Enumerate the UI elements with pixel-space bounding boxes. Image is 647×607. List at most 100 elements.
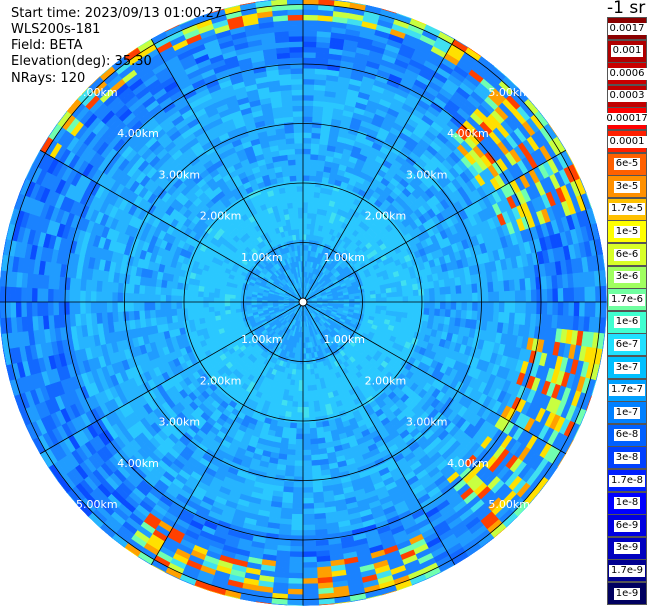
backscatter-field (0, 0, 607, 606)
polar-cell (295, 433, 304, 440)
polar-cell (302, 0, 320, 5)
polar-cell (391, 296, 398, 303)
polar-cell (302, 396, 309, 403)
polar-cell (302, 551, 317, 558)
polar-cell (302, 476, 313, 483)
polar-cell (307, 401, 315, 408)
polar-cell (310, 454, 320, 461)
polar-cell (349, 299, 356, 303)
polar-cell (562, 301, 570, 317)
polar-cell (302, 25, 318, 32)
polar-cell (302, 100, 314, 107)
polar-cell (487, 281, 495, 293)
polar-cell (302, 116, 313, 123)
polar-cell (296, 412, 304, 419)
polar-cell (589, 301, 596, 318)
polar-cell (291, 406, 298, 413)
polar-cell (584, 301, 591, 318)
polar-cell (450, 309, 457, 319)
polar-cell (297, 401, 304, 408)
polar-cell (289, 545, 304, 553)
polar-cell (302, 406, 310, 413)
polar-cell (412, 289, 420, 297)
polar-cell (297, 396, 304, 403)
polar-cell (412, 307, 420, 315)
polar-cell (308, 411, 316, 419)
polar-cell (295, 439, 304, 446)
polar-cell (293, 465, 304, 472)
polar-cell (514, 301, 522, 314)
polar-cell (306, 379, 313, 387)
polar-cell (213, 310, 221, 317)
polar-cell (299, 364, 304, 371)
polar-cell (282, 486, 294, 494)
polar-cell (386, 306, 393, 312)
polar-cell (460, 310, 468, 320)
polar-cell (302, 41, 317, 48)
polar-cell (302, 449, 312, 456)
polar-cell (302, 364, 307, 371)
polar-cell (311, 459, 321, 467)
polar-cell (307, 207, 314, 214)
polar-cell (302, 588, 319, 595)
polar-cell (482, 292, 489, 303)
polar-cell (391, 291, 398, 298)
polar-cell (471, 310, 478, 321)
polar-cell (476, 310, 484, 322)
polar-cell (311, 121, 323, 129)
polar-cell (290, 529, 304, 537)
polar-cell (309, 159, 319, 166)
polar-cell (309, 438, 319, 445)
polar-cell (283, 475, 295, 483)
polar-cell (460, 284, 468, 294)
polar-cell (407, 307, 414, 314)
polar-cell (302, 46, 317, 53)
polar-cell (488, 301, 495, 313)
polar-cell (307, 385, 313, 392)
polar-cell (381, 297, 388, 303)
polar-cell (530, 301, 538, 315)
polar-cell (295, 428, 304, 435)
polar-cell (286, 599, 304, 606)
polar-cell (297, 390, 304, 397)
polar-cell (520, 301, 527, 314)
polar-cell (402, 290, 409, 298)
polar-cell (428, 308, 436, 317)
polar-cell (385, 287, 393, 294)
polar-cell (380, 288, 387, 295)
polar-cell (302, 519, 315, 526)
polar-cell (573, 287, 580, 303)
polar-cell (310, 143, 320, 150)
polar-cell (284, 465, 295, 472)
polar-cell (302, 433, 311, 440)
polar-cell (354, 295, 361, 300)
polar-cell (302, 465, 313, 472)
polar-cell (466, 301, 473, 312)
polar-cell (493, 291, 500, 303)
polar-cell (552, 288, 559, 303)
polar-cell (293, 476, 304, 483)
polar-cell (471, 283, 478, 294)
polar-cell (294, 455, 304, 462)
polar-cell (308, 185, 316, 193)
polar-cell (302, 175, 310, 182)
polar-cell (402, 296, 409, 303)
polar-cell (450, 285, 457, 295)
polar-cell (307, 390, 314, 397)
polar-cell (381, 301, 388, 307)
polar-cell (313, 400, 320, 408)
polar-cell (302, 207, 309, 214)
polar-cell (302, 57, 317, 64)
polar-cell (302, 110, 314, 117)
polar-cell (309, 433, 318, 440)
polar-cell (284, 470, 295, 477)
polar-cell (440, 301, 447, 310)
polar-cell (291, 519, 304, 526)
polar-cell (310, 153, 319, 161)
polar-cell (525, 289, 532, 303)
polar-cell (306, 369, 311, 376)
polar-cell (292, 497, 304, 504)
polar-cell (302, 572, 318, 579)
polar-cell (413, 301, 420, 309)
